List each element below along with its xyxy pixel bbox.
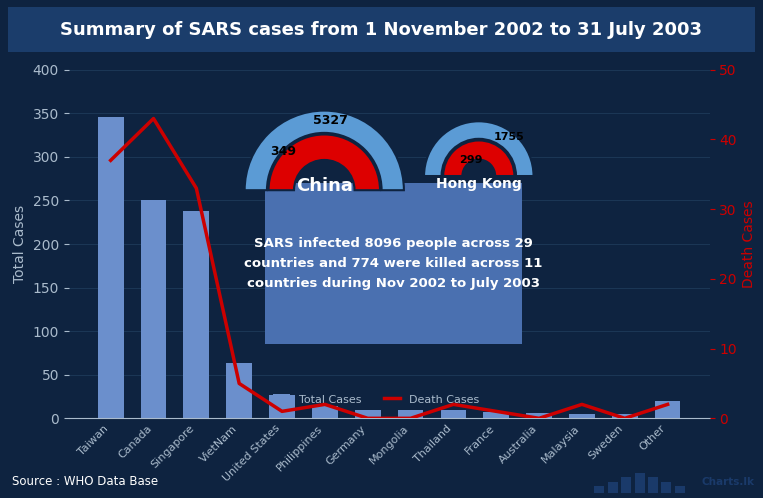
FancyBboxPatch shape bbox=[265, 183, 522, 344]
Bar bbox=[648, 478, 658, 493]
Bar bbox=[655, 401, 681, 418]
Legend: Total Cases, Death Cases: Total Cases, Death Cases bbox=[269, 389, 484, 409]
Bar bbox=[312, 406, 338, 418]
Bar bbox=[269, 395, 295, 418]
Wedge shape bbox=[245, 111, 404, 190]
Bar bbox=[355, 410, 381, 418]
FancyBboxPatch shape bbox=[0, 5, 763, 54]
Bar bbox=[98, 117, 124, 418]
Wedge shape bbox=[424, 122, 533, 176]
Y-axis label: Total Cases: Total Cases bbox=[13, 205, 27, 283]
Bar bbox=[674, 486, 685, 493]
Text: China: China bbox=[296, 177, 353, 195]
Text: 1755: 1755 bbox=[494, 131, 524, 141]
Bar bbox=[227, 364, 252, 418]
Bar bbox=[635, 473, 645, 493]
Text: SARS infected 8096 people across 29
countries and 774 were killed across 11
coun: SARS infected 8096 people across 29 coun… bbox=[244, 237, 542, 290]
Bar bbox=[398, 410, 423, 418]
Bar bbox=[484, 412, 509, 418]
Bar bbox=[183, 211, 209, 418]
Bar bbox=[140, 200, 166, 418]
Wedge shape bbox=[443, 140, 514, 176]
Text: Source : WHO Data Base: Source : WHO Data Base bbox=[12, 475, 159, 489]
Wedge shape bbox=[269, 134, 380, 190]
Text: Hong Kong: Hong Kong bbox=[436, 177, 522, 191]
Y-axis label: Death Cases: Death Cases bbox=[742, 200, 756, 288]
Bar bbox=[607, 482, 618, 493]
Bar bbox=[612, 414, 638, 418]
Text: 349: 349 bbox=[270, 145, 296, 158]
Text: Summary of SARS cases from 1 November 2002 to 31 July 2003: Summary of SARS cases from 1 November 20… bbox=[60, 21, 703, 39]
Bar bbox=[569, 414, 595, 418]
Text: 5327: 5327 bbox=[313, 114, 348, 126]
Text: 299: 299 bbox=[459, 154, 482, 165]
Bar bbox=[662, 482, 671, 493]
Bar bbox=[594, 486, 604, 493]
Bar bbox=[440, 410, 466, 418]
Bar bbox=[526, 413, 552, 418]
Bar bbox=[621, 478, 631, 493]
Text: Charts.lk: Charts.lk bbox=[702, 477, 755, 487]
